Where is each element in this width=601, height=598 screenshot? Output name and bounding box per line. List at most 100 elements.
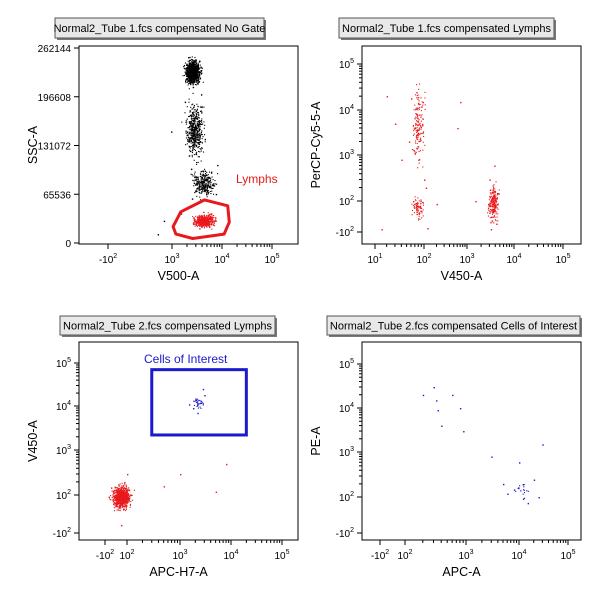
event-point — [185, 119, 187, 121]
event-point — [197, 218, 199, 220]
event-point — [193, 74, 195, 76]
event-point — [204, 175, 206, 177]
event-point — [198, 76, 200, 78]
event-point — [415, 109, 417, 111]
event-point — [417, 197, 419, 199]
gate-polygon-lymphs[interactable] — [171, 198, 231, 240]
event-point — [191, 118, 193, 120]
event-point — [196, 133, 199, 135]
event-point — [208, 185, 210, 187]
event-point — [120, 489, 123, 491]
event-point — [200, 150, 202, 152]
event-point — [194, 135, 196, 137]
event-point — [191, 198, 194, 200]
event-point — [416, 97, 418, 99]
event-point — [496, 194, 498, 196]
event-point — [490, 205, 492, 208]
event-point — [195, 140, 197, 142]
event-point — [193, 180, 195, 182]
event-point — [119, 506, 121, 508]
event-point — [200, 148, 202, 150]
event-point — [193, 135, 195, 137]
event-point — [200, 73, 203, 75]
event-point — [202, 151, 205, 153]
event-point — [207, 221, 209, 223]
event-point — [490, 189, 492, 191]
event-point — [206, 223, 208, 225]
event-point — [189, 145, 191, 148]
event-point — [200, 170, 203, 173]
event-point — [211, 215, 213, 217]
event-point — [194, 192, 196, 194]
event-point — [117, 503, 119, 505]
event-point — [185, 78, 187, 80]
x-tick-label: 105 — [560, 549, 575, 562]
event-point — [201, 221, 203, 223]
event-point — [194, 127, 196, 129]
event-point — [192, 77, 194, 79]
event-point — [196, 181, 198, 183]
event-point — [414, 94, 416, 96]
event-point — [523, 483, 525, 486]
event-point — [190, 74, 192, 76]
event-point — [204, 188, 206, 190]
event-point — [210, 215, 212, 217]
event-point — [204, 124, 206, 126]
event-point — [192, 179, 194, 181]
event-point — [201, 180, 203, 182]
event-point — [196, 142, 198, 144]
event-point — [190, 62, 192, 64]
event-point — [415, 123, 417, 125]
event-cloud-mid — [181, 92, 206, 173]
event-point — [193, 224, 195, 226]
event-point — [419, 206, 421, 208]
event-point — [199, 134, 201, 136]
event-point — [193, 121, 195, 123]
event-point — [118, 500, 120, 502]
event-point — [205, 221, 208, 223]
event-point — [199, 228, 201, 230]
event-point — [197, 75, 199, 77]
event-point — [123, 494, 125, 496]
event-point — [121, 486, 123, 488]
event-point — [515, 490, 517, 492]
event-point — [193, 78, 195, 80]
event-point — [193, 137, 195, 139]
event-point — [193, 120, 195, 122]
event-point — [131, 494, 133, 496]
event-point — [115, 489, 117, 491]
event-point — [193, 400, 195, 402]
event-point — [418, 206, 420, 208]
event-point — [492, 187, 495, 189]
event-point — [495, 220, 497, 222]
event-point — [416, 117, 418, 119]
event-point — [191, 72, 193, 74]
event-point — [114, 492, 116, 494]
event-point — [196, 405, 199, 407]
event-point — [190, 132, 192, 134]
event-point — [491, 198, 493, 200]
event-point — [417, 120, 419, 122]
x-tick-label: 104 — [506, 253, 521, 266]
event-point — [192, 130, 194, 132]
event-point — [196, 221, 198, 224]
event-point — [519, 485, 521, 487]
event-point — [118, 509, 120, 511]
event-point — [187, 131, 189, 133]
event-point — [198, 117, 200, 119]
event-point — [121, 493, 123, 495]
event-point — [202, 178, 205, 180]
event-point — [116, 496, 118, 498]
event-point — [419, 158, 421, 161]
event-point — [190, 64, 192, 66]
event-point — [192, 61, 194, 63]
event-point — [494, 188, 496, 190]
event-point — [416, 213, 419, 216]
event-point — [128, 499, 130, 501]
event-point — [196, 182, 198, 184]
event-point — [414, 153, 416, 155]
x-tick-label: 101 — [367, 253, 382, 266]
event-point — [411, 203, 413, 205]
gate-rectangle-cells-of-interest[interactable] — [150, 368, 248, 437]
event-point — [122, 497, 124, 499]
